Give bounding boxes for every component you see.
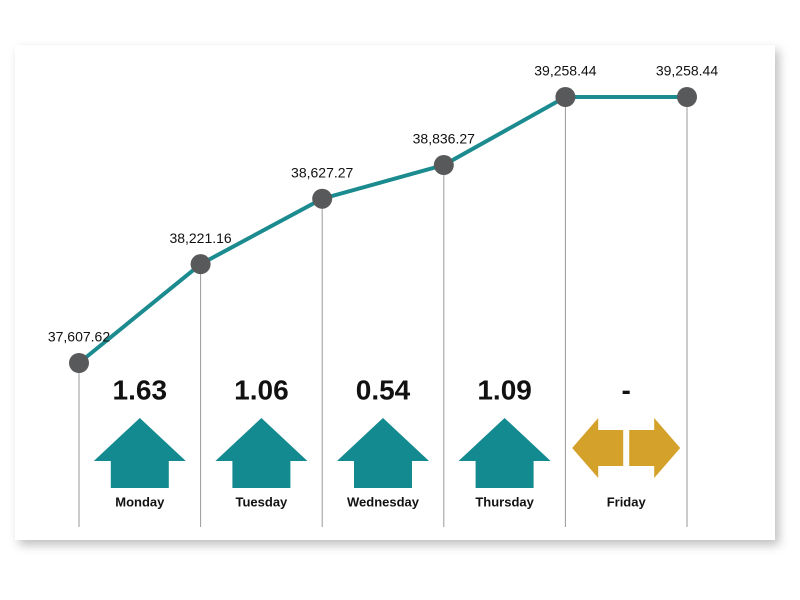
up-arrow-icon bbox=[215, 418, 308, 488]
value-label: 39,258.44 bbox=[656, 63, 718, 79]
flat-arrow-icon bbox=[629, 418, 681, 478]
point bbox=[69, 353, 89, 373]
point bbox=[677, 87, 697, 107]
change-label: - bbox=[622, 374, 631, 405]
value-label: 38,627.27 bbox=[291, 164, 353, 180]
up-arrow-icon bbox=[93, 418, 186, 488]
point bbox=[190, 254, 211, 275]
day-label: Monday bbox=[115, 494, 165, 509]
value-label: 38,836.27 bbox=[413, 131, 475, 147]
day-label: Wednesday bbox=[347, 494, 420, 509]
day-label: Tuesday bbox=[236, 494, 289, 509]
change-label: 1.06 bbox=[234, 374, 289, 405]
flat-arrow-icon bbox=[572, 418, 624, 478]
point bbox=[433, 155, 454, 176]
line-series bbox=[77, 95, 687, 365]
up-arrow-icon bbox=[337, 418, 429, 488]
point bbox=[312, 188, 333, 209]
point bbox=[555, 87, 576, 107]
day-label: Thursday bbox=[475, 494, 534, 509]
day-label: Friday bbox=[607, 494, 647, 509]
change-label: 0.54 bbox=[356, 374, 411, 405]
change-label: 1.63 bbox=[113, 374, 168, 405]
value-label: 37,607.62 bbox=[48, 329, 110, 345]
value-label: 39,258.44 bbox=[534, 63, 596, 79]
up-arrow-icon bbox=[458, 418, 551, 488]
change-label: 1.09 bbox=[477, 374, 532, 405]
value-label: 38,221.16 bbox=[169, 230, 231, 246]
